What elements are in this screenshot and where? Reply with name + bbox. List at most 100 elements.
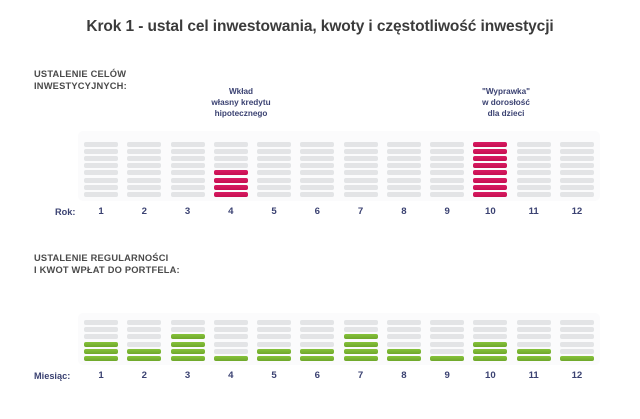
bar-segment-empty <box>213 348 248 354</box>
bar-segment-empty <box>84 334 118 340</box>
bar-segment-empty <box>170 177 205 183</box>
bar-segment-empty <box>516 327 551 333</box>
bar-segment-empty <box>386 320 421 326</box>
bar-segment-empty <box>84 148 118 154</box>
bar-segment-empty <box>343 156 378 162</box>
bar-segment-empty <box>430 334 465 340</box>
chart-months-panel <box>78 313 600 365</box>
bar-segment-empty <box>84 170 118 176</box>
bar-segment-empty <box>343 320 378 326</box>
bar-segment-empty <box>516 184 551 190</box>
bar-segment-empty <box>516 177 551 183</box>
bar-segment-empty <box>300 148 335 154</box>
bar-segment-empty <box>170 156 205 162</box>
bar-segment-empty <box>430 327 465 333</box>
bar-segment-empty <box>127 341 162 347</box>
bar-segment-empty <box>257 320 292 326</box>
axis-ticks-years: 1 2 3 4 5 6 7 8 9 10 11 12 <box>78 206 600 217</box>
callout-mortgage: Wkład własny kredytu hipotecznego <box>211 87 271 118</box>
axis-ticks-months: 1 2 3 4 5 6 7 8 9 10 11 12 <box>78 370 600 381</box>
bar-segment-empty <box>559 192 594 197</box>
bar-segment-empty <box>430 320 465 326</box>
bar-segment-empty <box>516 148 551 154</box>
bar-segment-empty <box>127 148 162 154</box>
bar-column-7 <box>343 141 378 197</box>
bar-segment-filled <box>516 348 551 354</box>
bar-segment-empty <box>516 192 551 197</box>
bar-column-1 <box>84 320 118 361</box>
bar-segment-empty <box>516 320 551 326</box>
bar-segment-empty <box>559 327 594 333</box>
bar-segment-empty <box>386 141 421 147</box>
bar-segment-empty <box>170 192 205 197</box>
bar-segment-empty <box>386 156 421 162</box>
bar-segment-filled <box>343 356 378 361</box>
bar-column-5 <box>257 141 292 197</box>
bar-segment-empty <box>257 141 292 147</box>
bar-segment-empty <box>213 327 248 333</box>
bar-segment-empty <box>559 177 594 183</box>
bar-segment-empty <box>430 184 465 190</box>
bar-column-6 <box>300 141 335 197</box>
bar-segment-filled <box>343 348 378 354</box>
bar-column-11 <box>516 141 551 197</box>
bar-segment-filled <box>213 177 248 183</box>
bar-segment-empty <box>170 184 205 190</box>
bar-segment-empty <box>343 148 378 154</box>
bar-segment-filled <box>473 156 508 162</box>
bar-segment-empty <box>430 177 465 183</box>
bar-segment-empty <box>300 156 335 162</box>
axis-tick-12: 12 <box>571 206 583 217</box>
bar-column-12 <box>559 141 594 197</box>
bar-segment-empty <box>170 148 205 154</box>
bar-segment-empty <box>386 184 421 190</box>
bar-segment-empty <box>213 148 248 154</box>
bar-segment-empty <box>559 320 594 326</box>
section-heading-regularity: USTALENIE REGULARNOŚCI I KWOT WPŁAT DO P… <box>34 253 180 275</box>
chart-years-panel <box>78 131 600 201</box>
bar-segment-empty <box>516 341 551 347</box>
bar-segment-empty <box>473 327 508 333</box>
bar-segment-empty <box>300 163 335 169</box>
bar-column-9 <box>430 141 465 197</box>
bar-segment-empty <box>257 156 292 162</box>
bar-segment-empty <box>343 177 378 183</box>
axis-tick-9: 9 <box>444 206 450 217</box>
bar-segment-empty <box>516 156 551 162</box>
bar-segment-empty <box>516 334 551 340</box>
axis-tick-1: 1 <box>98 370 104 381</box>
page-title: Krok 1 - ustal cel inwestowania, kwoty i… <box>86 18 554 35</box>
axis-tick-4: 4 <box>228 370 234 381</box>
bar-segment-filled <box>559 356 594 361</box>
bar-segment-filled <box>473 192 508 197</box>
axis-tick-12: 12 <box>571 370 583 381</box>
bar-segment-empty <box>559 341 594 347</box>
bar-column-6 <box>300 320 335 361</box>
axis-tick-11: 11 <box>528 370 539 381</box>
bar-segment-empty <box>84 320 118 326</box>
axis-tick-2: 2 <box>141 206 147 217</box>
axis-tick-7: 7 <box>357 206 364 217</box>
axis-tick-7: 7 <box>357 370 364 381</box>
bar-column-10 <box>473 320 508 361</box>
bar-segment-filled <box>386 348 421 354</box>
bar-segment-filled <box>84 348 118 354</box>
bar-segment-empty <box>84 141 118 147</box>
bar-segment-empty <box>257 148 292 154</box>
bar-column-11 <box>516 320 551 361</box>
bar-segment-filled <box>386 356 421 361</box>
bar-segment-filled <box>213 184 248 190</box>
bar-segment-empty <box>386 177 421 183</box>
bar-segment-empty <box>343 141 378 147</box>
axis-tick-3: 3 <box>184 206 191 217</box>
bar-segment-empty <box>300 327 335 333</box>
bar-column-3 <box>170 320 205 361</box>
bar-segment-filled <box>127 356 162 361</box>
bar-segment-filled <box>473 184 508 190</box>
bar-segment-empty <box>300 184 335 190</box>
bar-segment-filled <box>213 356 248 361</box>
bar-segment-empty <box>430 192 465 197</box>
bar-segment-empty <box>257 170 292 176</box>
bar-column-10 <box>473 141 508 197</box>
